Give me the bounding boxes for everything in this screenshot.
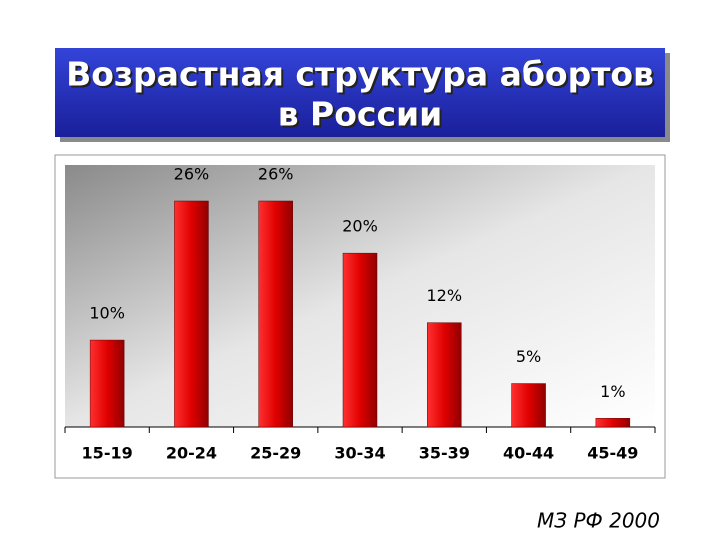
bar <box>89 339 125 428</box>
x-tick-label: 45-49 <box>587 444 638 463</box>
chart-title: в России <box>278 95 443 134</box>
bar <box>427 322 462 428</box>
x-tick-label: 30-34 <box>334 444 385 463</box>
title-shade: Возрастная структура абортов <box>68 57 656 96</box>
title-box <box>55 48 665 137</box>
x-tick-label: 20-24 <box>166 444 217 463</box>
value-label: 5% <box>516 347 541 366</box>
value-label: 20% <box>342 217 378 236</box>
bar <box>258 200 293 428</box>
bar <box>342 252 378 428</box>
value-label: 10% <box>89 304 125 323</box>
source: МЗ РФ 2000 <box>537 509 660 533</box>
bar <box>511 383 546 428</box>
value-label: 1% <box>600 382 625 401</box>
title-shade: в России <box>280 97 445 136</box>
value-label: 26% <box>174 165 210 184</box>
x-tick-label: 25-29 <box>250 444 301 463</box>
chart-title: Возрастная структура абортов <box>66 55 654 94</box>
value-label: 12% <box>427 286 463 305</box>
bar <box>595 418 631 428</box>
value-label: 26% <box>258 165 294 184</box>
x-tick-label: 40-44 <box>503 444 554 463</box>
x-tick-label: 35-39 <box>419 444 470 463</box>
bar <box>174 200 209 428</box>
x-tick-label: 15-19 <box>82 444 133 463</box>
